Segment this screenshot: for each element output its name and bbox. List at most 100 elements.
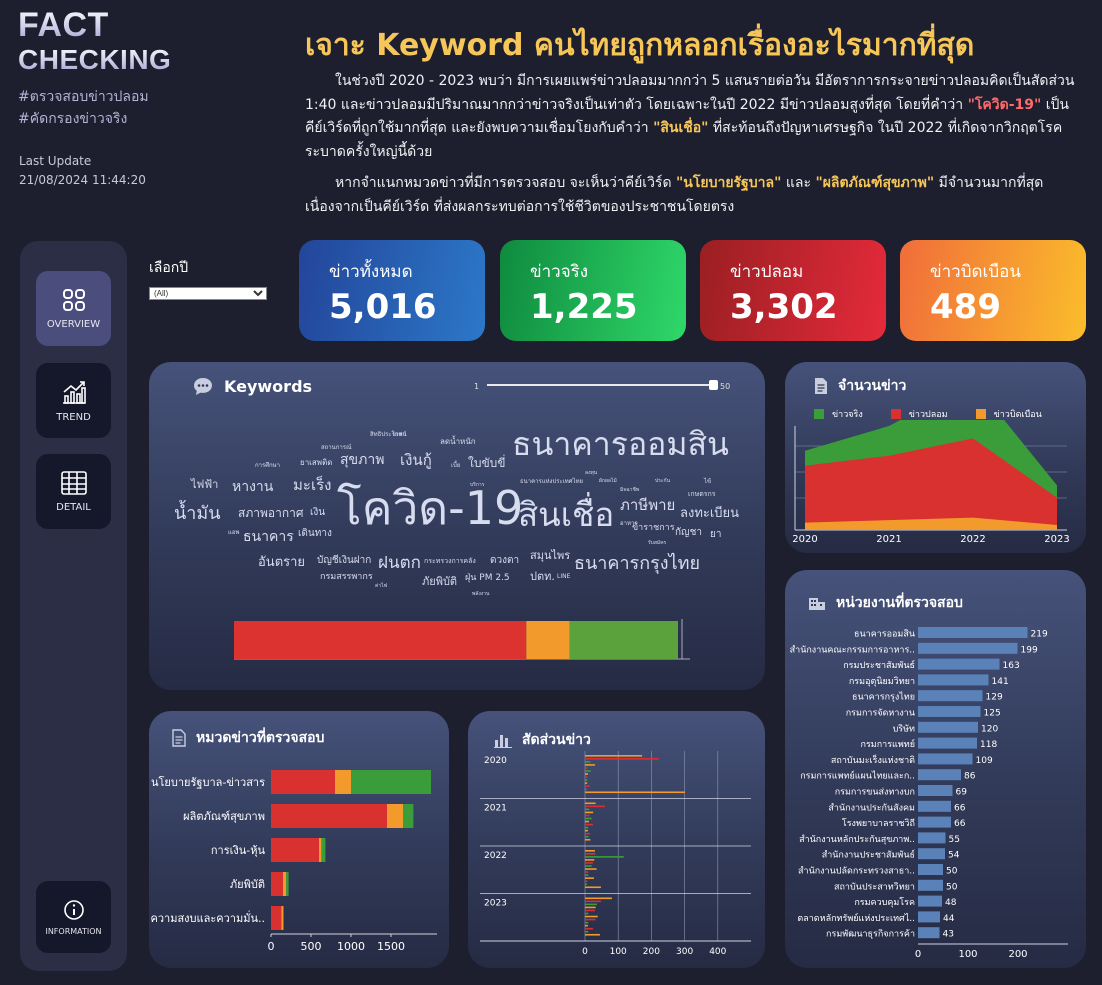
- table-icon: [60, 471, 87, 495]
- keyword-word[interactable]: เงิน: [310, 507, 326, 518]
- keyword-word[interactable]: กัญชา: [675, 527, 702, 538]
- keyword-word[interactable]: ธนาคาร: [243, 529, 294, 545]
- keyword-word[interactable]: ไข้: [704, 478, 712, 485]
- ratio-mark: [585, 808, 590, 811]
- keyword-word[interactable]: ยาเสพติด: [300, 458, 333, 467]
- keyword-word[interactable]: มิจฉาชีพ: [620, 487, 640, 493]
- keyword-word[interactable]: ข้าราชการ: [632, 523, 675, 533]
- summary-paragraph-1: ในช่วงปี 2020 - 2023 พบว่า มีการเผยแพร่ข…: [305, 70, 1085, 164]
- keyword-word[interactable]: ปตท.: [530, 570, 555, 583]
- nav-trend-label: TREND: [56, 412, 91, 423]
- keyword-word[interactable]: เกษตรกร: [688, 490, 716, 498]
- agency-label: กรมการจัดหางาน: [846, 709, 915, 719]
- area-x-tick: 2022: [960, 534, 985, 545]
- keyword-word[interactable]: เบี้ย: [451, 462, 461, 469]
- keyword-word[interactable]: สิทธิประโยชน์: [370, 431, 407, 438]
- categories-title: หมวดข่าวที่ตรวจสอบ: [172, 727, 324, 749]
- para1-text-b: เป็นคีย์เวิร์ดที่ถูกใช้มากที่สุด และยังพ…: [305, 96, 1070, 137]
- keyword-word[interactable]: อาหาร: [620, 520, 638, 527]
- nav-information-label: INFORMATION: [45, 926, 102, 936]
- nav-trend-button[interactable]: TREND: [36, 363, 111, 438]
- keyword-word[interactable]: ราคา: [392, 431, 406, 438]
- keyword-word[interactable]: เงินกู้: [400, 451, 432, 469]
- keyword-word[interactable]: โควิด-19: [337, 481, 524, 535]
- ratio-mark: [585, 927, 593, 930]
- keyword-word[interactable]: ธนาคารแห่งประเทศไทย: [520, 478, 584, 485]
- keyword-slider-track[interactable]: [487, 384, 713, 386]
- ratio-mark: [585, 871, 589, 873]
- ratio-mark: [585, 764, 595, 766]
- keyword-word[interactable]: ผักผลไม้: [599, 478, 617, 484]
- trend-chart-icon: [62, 381, 86, 404]
- keyword-word[interactable]: บริการ: [470, 482, 485, 488]
- agency-value: 50: [946, 867, 958, 877]
- keyword-word[interactable]: กรมสรรพากร: [320, 572, 373, 582]
- keyword-word[interactable]: ลงทะเบียน: [680, 506, 740, 521]
- nav-information-button[interactable]: INFORMATION: [36, 881, 111, 953]
- keyword-word[interactable]: ภัยพิบัติ: [422, 575, 458, 588]
- keyword-word[interactable]: ใบขับขี่: [468, 456, 506, 470]
- keyword-word[interactable]: ธนาคารกรุงไทย: [574, 553, 701, 574]
- keyword-word[interactable]: กระทรวงการคลัง: [424, 557, 476, 565]
- keyword-word[interactable]: ดวงตา: [490, 555, 520, 566]
- keyword-word[interactable]: LINE: [557, 573, 571, 580]
- keyword-word[interactable]: ประกัน: [655, 478, 670, 484]
- keyword-word[interactable]: ลดน้ำหนัก: [440, 437, 476, 446]
- keyword-word[interactable]: สินเชื่อ: [518, 495, 615, 534]
- category-label: ผลิตภัณฑ์สุขภาพ: [183, 810, 265, 823]
- keyword-bar-real[interactable]: [569, 621, 678, 659]
- ratio-row-label: 2023: [484, 899, 507, 909]
- agency-label: กรมการแพทย์แผนไทยและก..: [800, 770, 915, 782]
- keyword-word[interactable]: หางาน: [232, 479, 274, 495]
- para2-text-a: หากจำแนกหมวดข่าวที่มีการตรวจสอบ จะเห็นว่…: [335, 175, 676, 191]
- keyword-word[interactable]: บัญชีเงินฝาก: [317, 555, 372, 566]
- keyword-word[interactable]: เดินทาง: [298, 528, 332, 539]
- keyword-word[interactable]: อันตราย: [258, 555, 306, 570]
- ratio-mark: [585, 868, 597, 870]
- year-filter[interactable]: (All): [149, 281, 267, 300]
- keyword-word[interactable]: สมุนไพร: [530, 549, 571, 562]
- keyword-word[interactable]: ภาษีพาย: [620, 496, 676, 514]
- agency-bar: [918, 879, 943, 891]
- ratio-title-text: สัดส่วนข่าว: [522, 732, 591, 748]
- ratio-mark: [585, 912, 589, 915]
- agency-bar: [918, 816, 951, 828]
- agency-x-tick: 0: [915, 949, 921, 960]
- keyword-word[interactable]: มะเร็ง: [293, 476, 332, 494]
- keyword-word[interactable]: รับสมัคร: [648, 540, 667, 546]
- document-icon: [815, 378, 827, 394]
- ratio-x-tick: 200: [643, 947, 660, 957]
- keyword-word[interactable]: แอพ: [228, 529, 240, 536]
- legend-real: ข่าวจริง: [832, 410, 863, 420]
- nav-detail-button[interactable]: DETAIL: [36, 454, 111, 529]
- keyword-word[interactable]: ไฟฟ้า: [191, 478, 219, 491]
- ratio-x-tick: 100: [610, 947, 627, 957]
- keyword-word[interactable]: ค่าไฟ: [375, 583, 388, 589]
- nav-overview-button[interactable]: OVERVIEW: [36, 271, 111, 346]
- keyword-word[interactable]: ฝนตก: [378, 553, 421, 573]
- agency-bar: [918, 911, 940, 923]
- ratio-mark: [585, 909, 595, 912]
- year-select[interactable]: (All): [149, 287, 267, 300]
- keyword-bar-fake[interactable]: [234, 621, 527, 659]
- keyword-word[interactable]: น้ำมัน: [174, 503, 221, 524]
- agency-value: 50: [946, 882, 958, 892]
- agency-bar: [918, 706, 981, 717]
- keyword-word[interactable]: สถานการณ์: [321, 444, 352, 451]
- keyword-word[interactable]: พลังงาน: [472, 591, 490, 597]
- keyword-word[interactable]: ลงทุน: [585, 470, 598, 476]
- keyword-word[interactable]: ฝุ่น PM 2.5: [465, 573, 510, 583]
- category-x-tick: 0: [268, 940, 275, 953]
- agency-label: สำนักงานประกันสังคม: [828, 802, 915, 813]
- keyword-word[interactable]: สภาพอากาศ: [238, 506, 304, 520]
- keyword-word[interactable]: สุขภาพ: [340, 452, 385, 468]
- keyword-word[interactable]: การศึกษา: [255, 462, 280, 469]
- kpi-total-label: ข่าวทั้งหมด: [329, 262, 413, 282]
- keyword-slider-handle[interactable]: [709, 380, 718, 390]
- keyword-word[interactable]: ธนาคารออมสิน: [512, 425, 729, 463]
- ratio-x-tick: 400: [709, 947, 726, 957]
- keyword-word[interactable]: ยา: [710, 529, 722, 540]
- ratio-mark: [585, 874, 589, 876]
- ratio-mark: [585, 779, 588, 781]
- keyword-bar-distorted[interactable]: [526, 621, 570, 659]
